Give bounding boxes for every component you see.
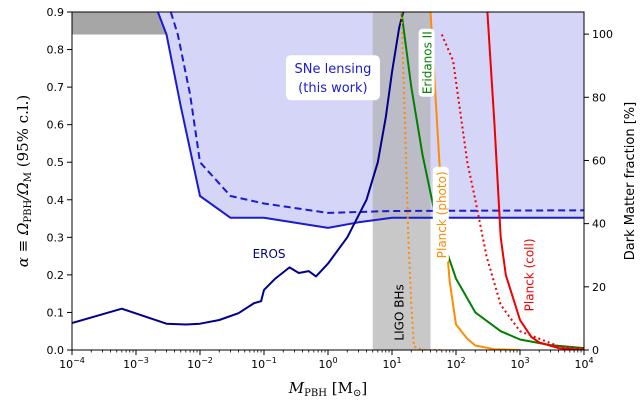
x-tick-label: 10−2 — [187, 356, 213, 371]
y-tick-label: 0.4 — [47, 194, 65, 207]
x-tick-label: 101 — [382, 356, 401, 371]
eridanos-label: Eridanos II — [421, 31, 435, 94]
y2-tick-label: 80 — [592, 91, 606, 104]
planck-photo-label: Planck (photo) — [435, 171, 449, 258]
y-tick-label: 0.0 — [47, 344, 65, 357]
series-eridanos — [400, 12, 584, 350]
ticks-layer: 10−4 10−3 10−2 10−1 100 101 102 103 104 0.0 0.1 0.2… — [47, 6, 614, 371]
y-tick-label: 0.2 — [47, 269, 65, 282]
y2-tick-label: 20 — [592, 281, 606, 294]
planck-photo-label-group: Planck (photo) — [432, 166, 449, 263]
y-tick-label: 0.7 — [47, 81, 65, 94]
planck-photo-label-box — [432, 166, 449, 263]
sne-label-box — [285, 55, 380, 101]
planck-coll-label-box — [520, 233, 537, 316]
x-tick-label: 103 — [510, 356, 529, 371]
planck-coll-label-group: Planck (coll) — [520, 233, 537, 316]
sne-lensing-label: SNe lensing — [294, 62, 371, 77]
series-eros — [72, 12, 405, 326]
labels-layer: SNe lensing (this work) EROS LIGO BHs Eridan… — [253, 28, 537, 341]
y-tick-label: 0.1 — [47, 306, 65, 319]
planck-coll-label: Planck (coll) — [522, 238, 536, 311]
series-planck-coll-dotted — [440, 34, 584, 350]
x-tick-label: 10−3 — [123, 356, 149, 371]
y-tick-label: 0.5 — [47, 156, 65, 169]
y2-axis-label: Dark Matter fraction [%] — [623, 102, 638, 260]
x-tick-label: 10−4 — [59, 356, 85, 371]
x-tick-label: 104 — [574, 356, 593, 371]
y-tick-label: 0.3 — [47, 231, 65, 244]
x-axis-label: MPBH [M⊙] — [288, 379, 367, 399]
y-tick-label: 0.8 — [47, 44, 65, 57]
series-planck-coll-solid — [486, 12, 584, 350]
x-tick-label: 100 — [318, 356, 337, 371]
y2-tick-label: 0 — [592, 344, 599, 357]
y2-tick-label: 40 — [592, 218, 606, 231]
sne-excluded-region — [157, 12, 584, 228]
y-tick-label: 0.9 — [47, 6, 65, 19]
y2-tick-label: 100 — [592, 28, 613, 41]
ligo-label: LIGO BHs — [392, 284, 406, 340]
x-tick-label: 102 — [446, 356, 465, 371]
eridanos-label-box — [418, 28, 435, 97]
sne-lensing-sublabel: (this work) — [298, 81, 367, 96]
ligo-label-group: LIGO BHs — [392, 284, 406, 340]
y2-tick-label: 60 — [592, 154, 606, 167]
eros-label: EROS — [253, 247, 286, 261]
eridanos-label-group: Eridanos II — [418, 28, 435, 97]
series-sne-solid — [156, 12, 584, 229]
series-sne-dashed — [169, 12, 584, 214]
y-axis-label: α ≡ ΩPBH/ΩM (95% c.l.) — [14, 95, 34, 268]
y-tick-label: 0.6 — [47, 119, 65, 132]
x-tick-label: 10−1 — [251, 356, 277, 371]
